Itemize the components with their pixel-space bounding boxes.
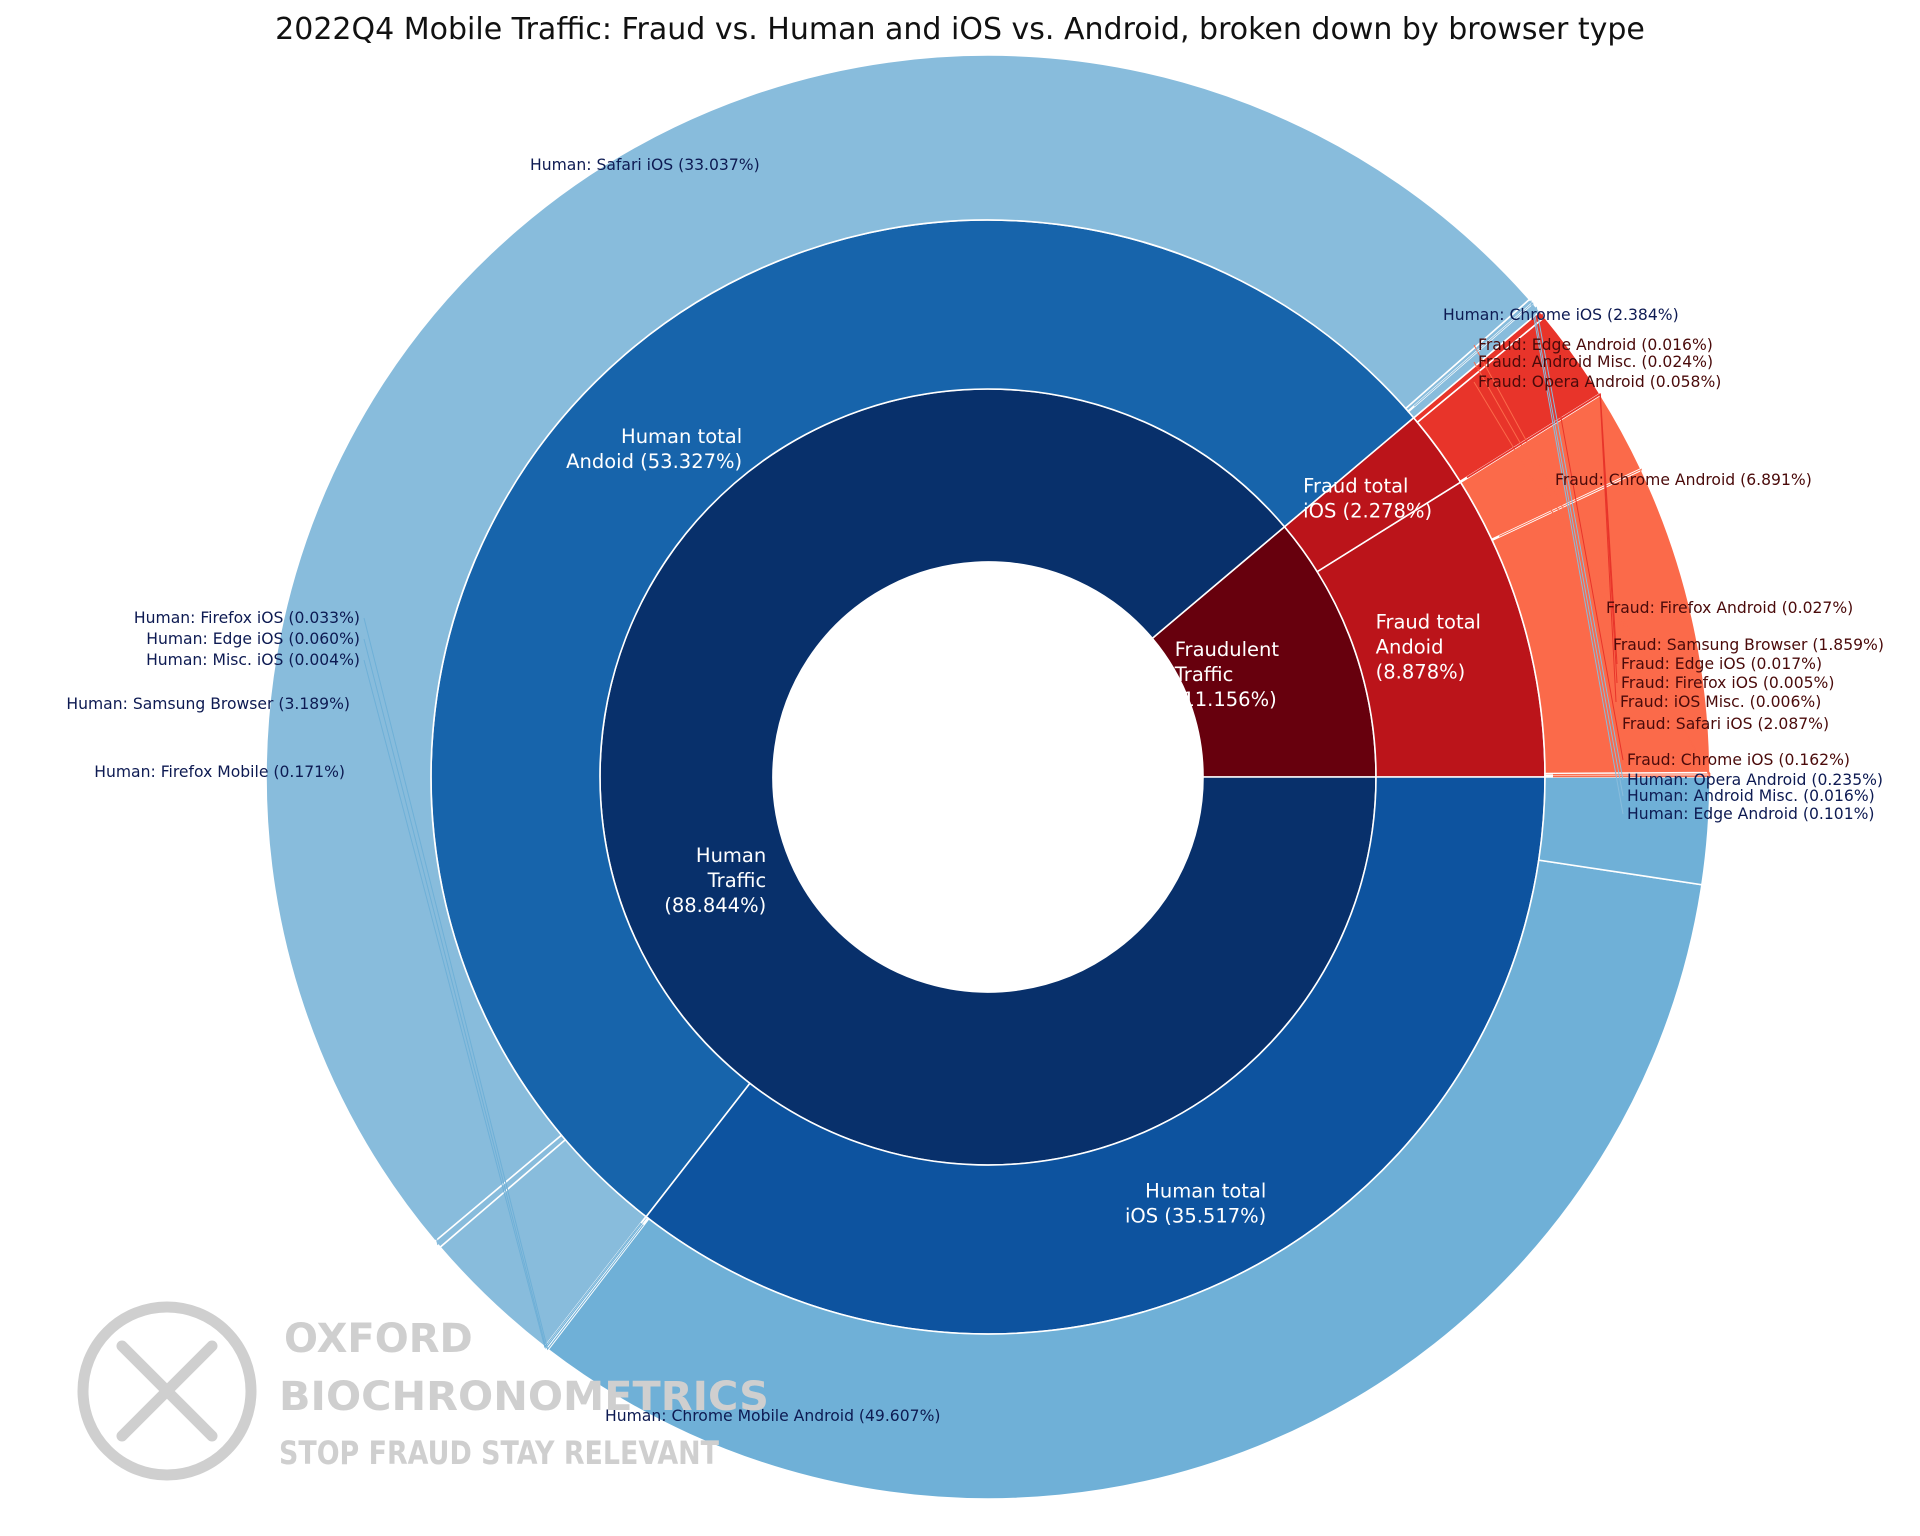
middle-label-human-total-andoid: Human total Andoid (53.327%) — [566, 425, 742, 473]
outer-label-fraud-ios-misc-0-006: Fraud: iOS Misc. (0.006%) — [1620, 693, 1821, 711]
watermark-x-icon — [77, 1301, 257, 1481]
outer-segment-human-chrome-mobile-android-49-607 — [265, 54, 1531, 1243]
leader-human-opera-android-0-235 — [1416, 306, 1624, 781]
outer-label-human-firefox-ios-0-033: Human: Firefox iOS (0.033%) — [134, 609, 360, 627]
inner-segment-human-traffic — [599, 388, 1377, 1166]
inner-label-fraudulent-traffic: Fraudulent Traffic (11.156%) — [1174, 638, 1280, 711]
watermark-line1: OXFORD — [284, 1316, 473, 1362]
watermark-line2: BIOCHRONOMETRICS — [279, 1374, 769, 1420]
outer-label-human-firefox-mobile-0-171: Human: Firefox Mobile (0.171%) — [94, 763, 345, 781]
leader-human-edge-android-0-101 — [1412, 300, 1624, 815]
outer-label-human-chrome-ios-2-384: Human: Chrome iOS (2.384%) — [1443, 306, 1679, 324]
outer-label-fraud-chrome-ios-0-162: Fraud: Chrome iOS (0.162%) — [1627, 751, 1850, 769]
chart-title: 2022Q4 Mobile Traffic: Fraud vs. Human a… — [275, 12, 1645, 47]
outer-segment-human-chrome-ios-2-384 — [1537, 776, 1711, 886]
leader-lines — [348, 300, 1711, 1351]
leader-human-firefox-ios-0-033 — [363, 617, 644, 1351]
leader-fraud-firefox-android-0-027 — [1498, 468, 1643, 609]
leader-human-misc-ios-0-004 — [363, 659, 642, 1349]
watermark-logo: OXFORD BIOCHRONOMETRICS STOP FRAUD STAY … — [77, 1301, 769, 1481]
outer-label-fraud-android-misc-0-024: Fraud: Android Misc. (0.024%) — [1478, 353, 1713, 371]
ring-segments — [265, 54, 1711, 1500]
outer-label-human-chrome-mobile-android-49-607: Human: Chrome Mobile Android (49.607%) — [605, 1407, 940, 1425]
outer-label-human-opera-android-0-235: Human: Opera Android (0.235%) — [1627, 771, 1883, 789]
middle-label-human-total-ios: Human total iOS (35.517%) — [1125, 1179, 1266, 1227]
outer-label-human-edge-android-0-101: Human: Edge Android (0.101%) — [1627, 805, 1875, 823]
outer-label-fraud-firefox-ios-0-005: Fraud: Firefox iOS (0.005%) — [1621, 674, 1834, 692]
outer-label-fraud-firefox-android-0-027: Fraud: Firefox Android (0.027%) — [1606, 599, 1853, 617]
outer-label-human-samsung-browser-3-189: Human: Samsung Browser (3.189%) — [66, 695, 350, 713]
outer-label-fraud-edge-ios-0-017: Fraud: Edge iOS (0.017%) — [1621, 655, 1822, 673]
outer-label-fraud-samsung-browser-1-859: Fraud: Samsung Browser (1.859%) — [1613, 636, 1884, 654]
leader-human-android-misc-0-016 — [1413, 302, 1624, 797]
leader-fraud-opera-android-0-058 — [1473, 381, 1711, 776]
outer-segment-human-safari-ios-33-037 — [547, 859, 1703, 1500]
outer-label-fraud-chrome-android-6-891: Fraud: Chrome Android (6.891%) — [1555, 471, 1812, 489]
outer-label-fraud-edge-android-0-016: Fraud: Edge Android (0.016%) — [1478, 336, 1713, 354]
leader-fraud-android-misc-0-024 — [1473, 361, 1711, 777]
leader-fraud-edge-android-0-016 — [1473, 344, 1711, 778]
outer-label-fraud-safari-ios-2-087: Fraud: Safari iOS (2.087%) — [1622, 715, 1829, 733]
outer-label-human-misc-ios-0-004: Human: Misc. iOS (0.004%) — [146, 651, 360, 669]
watermark-line3: STOP FRAUD STAY RELEVANT — [279, 1434, 719, 1472]
leader-fraud-chrome-ios-0-162 — [1421, 313, 1624, 761]
leader-human-edge-ios-0-060 — [363, 638, 643, 1349]
segment-labels: Fraudulent Traffic (11.156%) Human Traffic (8… — [66, 156, 1884, 1425]
middle-label-fraud-total-ios: Fraud total iOS (2.278%) — [1303, 474, 1432, 522]
outer-label-human-android-misc-0-016: Human: Android Misc. (0.016%) — [1627, 787, 1875, 805]
outer-label-human-edge-ios-0-060: Human: Edge iOS (0.060%) — [146, 630, 360, 648]
outer-label-fraud-opera-android-0-058: Fraud: Opera Android (0.058%) — [1478, 373, 1721, 391]
middle-label-fraud-total-andoid: Fraud total Andoid (8.878%) — [1376, 611, 1481, 684]
outer-label-human-safari-ios-33-037: Human: Safari iOS (33.037%) — [530, 156, 760, 174]
leader-human-firefox-mobile-0-171 — [348, 771, 558, 1246]
leader-fraud-ios-misc-0-006 — [1466, 393, 1617, 703]
inner-label-human-traffic: Human Traffic (88.844%) — [664, 844, 766, 917]
